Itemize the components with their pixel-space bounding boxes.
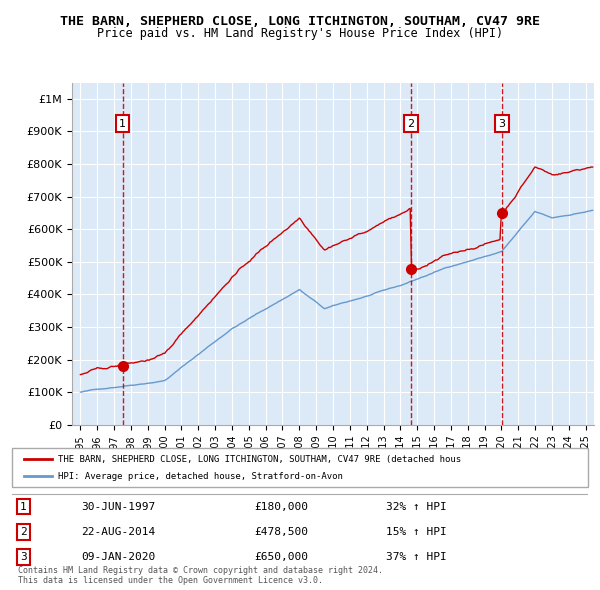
Text: 15% ↑ HPI: 15% ↑ HPI [386,527,447,537]
Text: 2: 2 [20,527,27,537]
Text: Contains HM Land Registry data © Crown copyright and database right 2024.: Contains HM Land Registry data © Crown c… [18,566,383,575]
Text: Price paid vs. HM Land Registry's House Price Index (HPI): Price paid vs. HM Land Registry's House … [97,27,503,40]
Text: 3: 3 [499,119,505,129]
Text: 2: 2 [407,119,415,129]
Text: 3: 3 [20,552,27,562]
Text: THE BARN, SHEPHERD CLOSE, LONG ITCHINGTON, SOUTHAM, CV47 9RE: THE BARN, SHEPHERD CLOSE, LONG ITCHINGTO… [60,15,540,28]
Text: £650,000: £650,000 [254,552,308,562]
FancyBboxPatch shape [12,448,588,487]
Text: 37% ↑ HPI: 37% ↑ HPI [386,552,447,562]
Text: £478,500: £478,500 [254,527,308,537]
Text: THE BARN, SHEPHERD CLOSE, LONG ITCHINGTON, SOUTHAM, CV47 9RE (detached hous: THE BARN, SHEPHERD CLOSE, LONG ITCHINGTO… [58,455,461,464]
Text: 1: 1 [20,502,27,512]
Text: 09-JAN-2020: 09-JAN-2020 [81,552,155,562]
Text: 30-JUN-1997: 30-JUN-1997 [81,502,155,512]
Text: 1: 1 [119,119,126,129]
Text: HPI: Average price, detached house, Stratford-on-Avon: HPI: Average price, detached house, Stra… [58,471,343,480]
Text: £180,000: £180,000 [254,502,308,512]
Text: 32% ↑ HPI: 32% ↑ HPI [386,502,447,512]
Text: 22-AUG-2014: 22-AUG-2014 [81,527,155,537]
Text: This data is licensed under the Open Government Licence v3.0.: This data is licensed under the Open Gov… [18,576,323,585]
